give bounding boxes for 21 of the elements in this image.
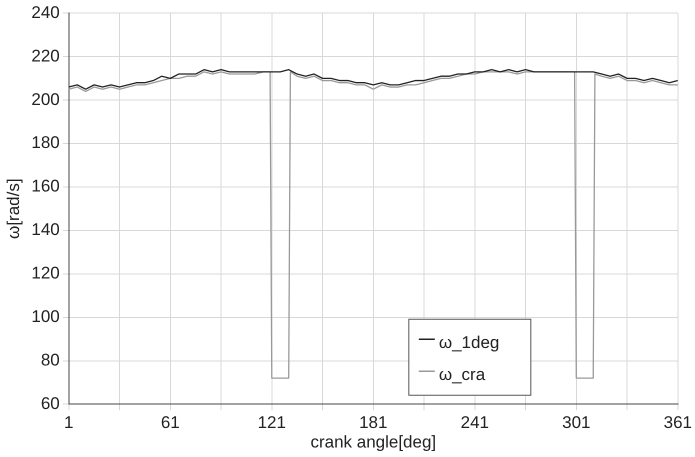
x-tick-label: 361 — [664, 413, 692, 432]
x-tick-label: 241 — [460, 413, 489, 432]
y-tick-label: 120 — [31, 264, 60, 283]
y-tick-label: 80 — [40, 350, 60, 370]
y-axis-title: ω[rad/s] — [4, 178, 23, 239]
y-tick-label: 200 — [31, 90, 60, 109]
y-tick-label: 220 — [31, 46, 60, 66]
y-tick-label: 160 — [31, 176, 60, 196]
y-tick-label: 100 — [31, 307, 60, 326]
y-tick-label: 140 — [31, 220, 60, 240]
x-tick-label: 301 — [562, 413, 590, 432]
legend-label: ω_cra — [438, 364, 486, 384]
x-tick-label: 181 — [359, 413, 388, 432]
y-tick-label: 240 — [31, 2, 60, 22]
y-tick-label: 180 — [31, 133, 60, 152]
x-tick-label: 1 — [64, 413, 74, 432]
x-tick-label: 61 — [160, 413, 180, 432]
y-tick-label: 60 — [40, 394, 60, 413]
x-axis-title: crank angle[deg] — [310, 432, 436, 452]
x-tick-label: 121 — [258, 413, 286, 432]
legend-label: ω_1deg — [438, 332, 500, 352]
